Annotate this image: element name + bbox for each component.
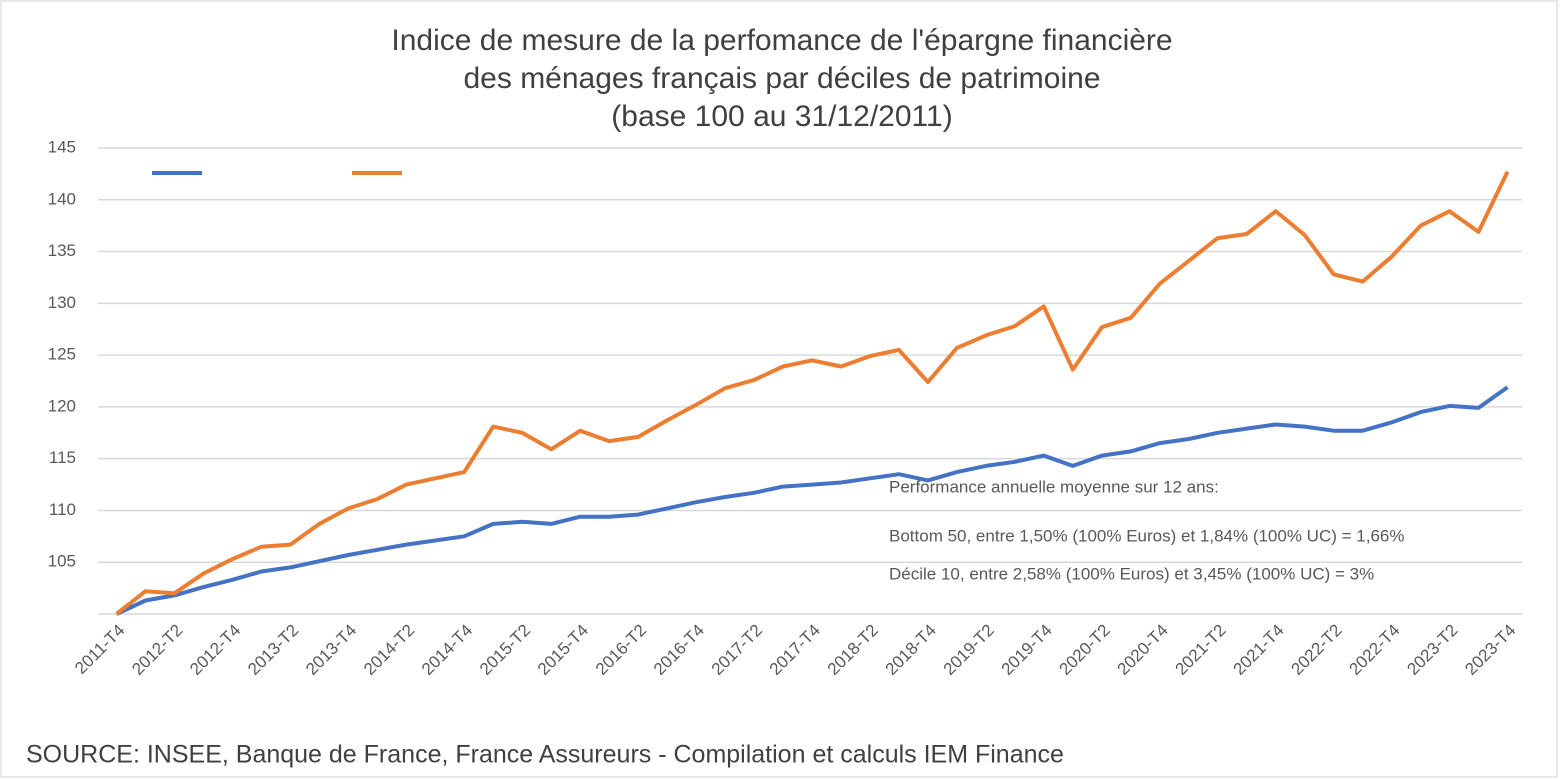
y-tick-label: 125 xyxy=(48,345,76,364)
y-tick-label: 120 xyxy=(48,396,76,415)
source: SOURCE: INSEE, Banque de France, France … xyxy=(26,741,1064,769)
y-tick-label: 115 xyxy=(49,448,76,467)
series-line xyxy=(115,170,1510,616)
y-tick-label: 145 xyxy=(48,137,76,156)
annotation: Décile 10, entre 2,58% (100% Euros) et 3… xyxy=(889,564,1374,583)
y-tick-label: 130 xyxy=(48,293,76,312)
chart-title: Indice de mesure de la perfomance de l'é… xyxy=(391,24,1172,57)
annotation: Bottom 50, entre 1,50% (100% Euros) et 1… xyxy=(889,526,1404,545)
annotation: Performance annuelle moyenne sur 12 ans: xyxy=(889,477,1219,496)
y-tick-label: 135 xyxy=(48,241,76,260)
chart-title: (base 100 au 31/12/2011) xyxy=(611,100,952,133)
y-tick-label: 110 xyxy=(49,500,76,519)
y-tick-label: 105 xyxy=(48,552,76,571)
series-line xyxy=(115,385,1509,616)
chart-title: des ménages français par déciles de patr… xyxy=(463,62,1100,95)
y-tick-label: 140 xyxy=(48,189,76,208)
